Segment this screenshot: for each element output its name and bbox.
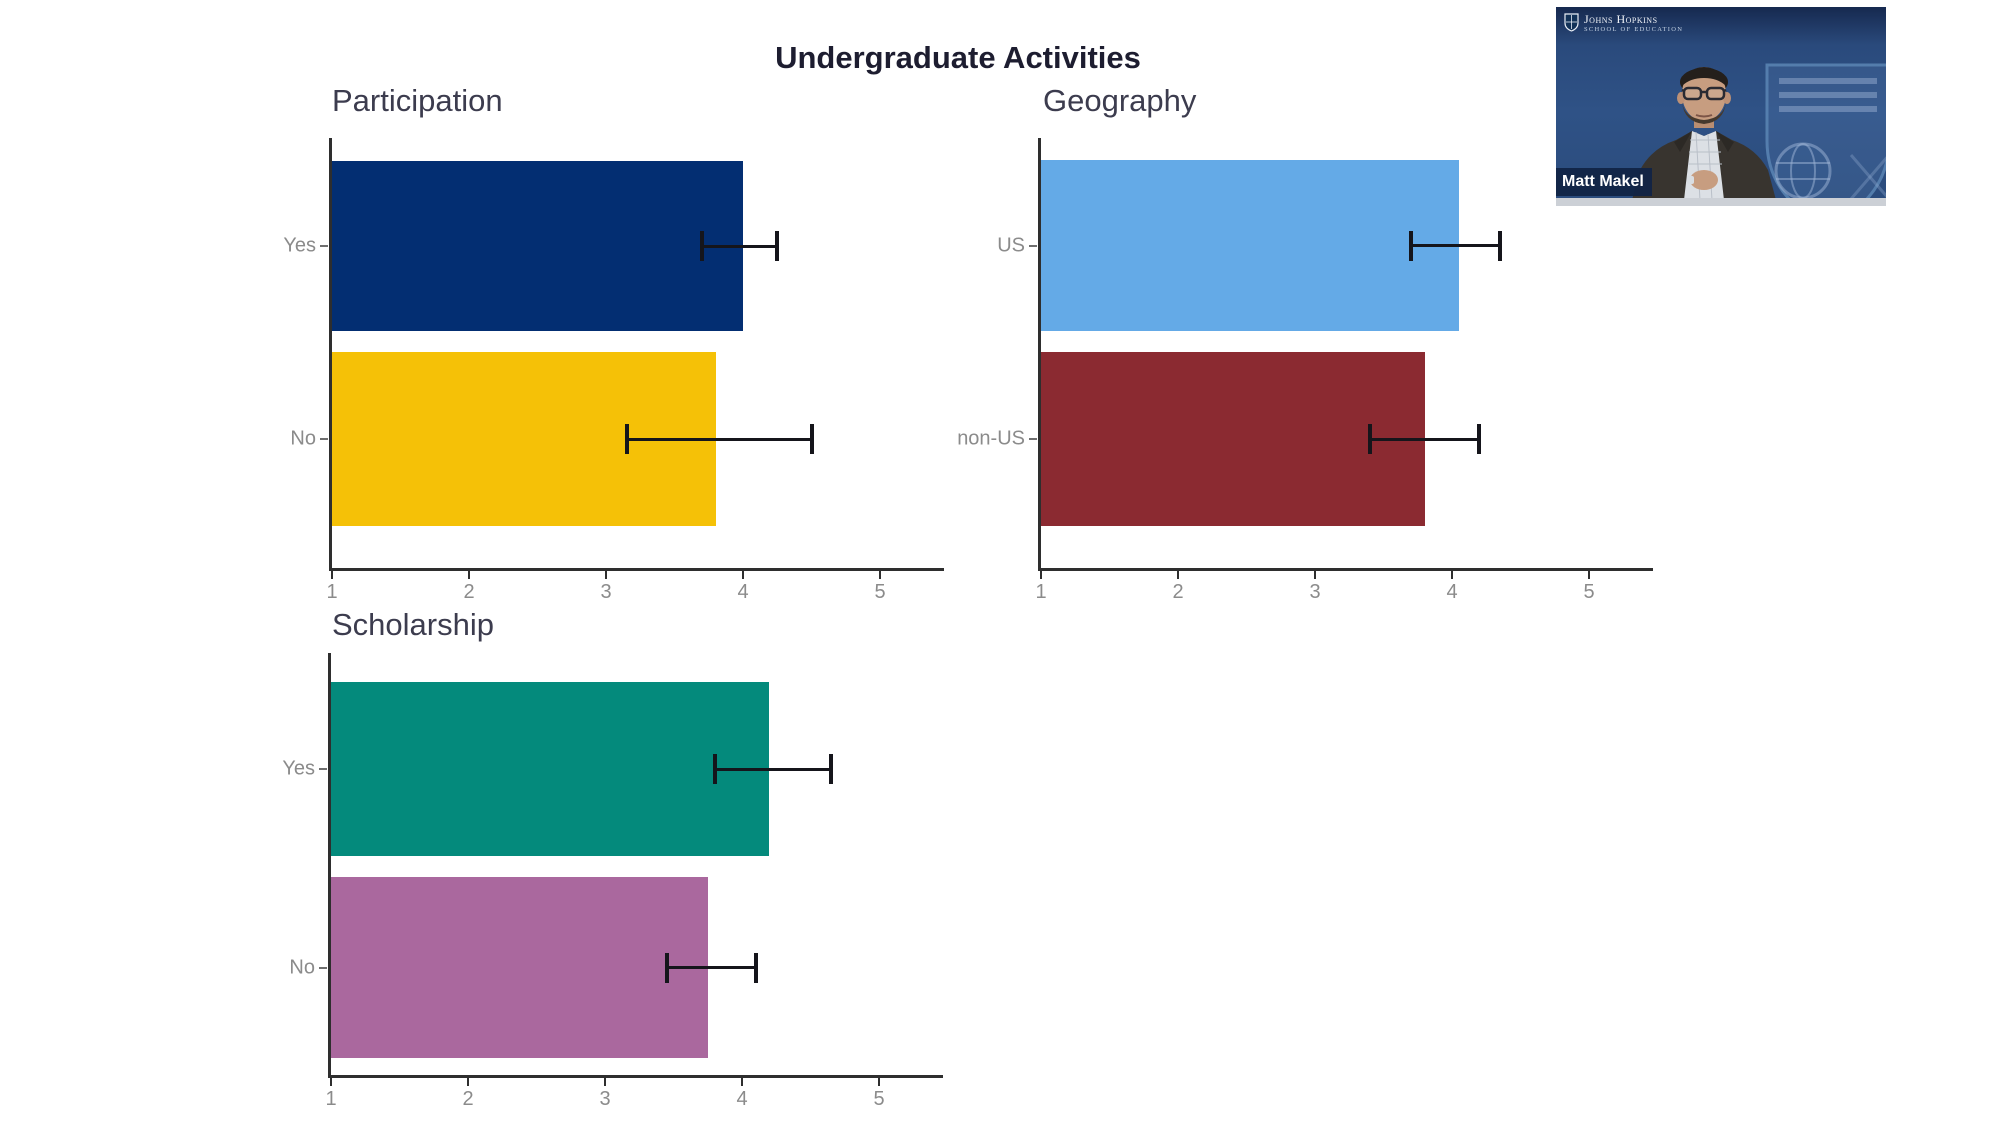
x-axis-tick xyxy=(878,1078,880,1086)
y-axis-tick xyxy=(320,438,328,440)
webcam-video-tile: Johns Hopkins School of Education Matt M… xyxy=(1556,7,1886,198)
error-bar-cap-high xyxy=(753,952,758,983)
error-bar-line xyxy=(1369,437,1480,441)
x-axis-tick xyxy=(1040,571,1042,579)
y-axis-tick xyxy=(320,245,328,247)
x-axis-tick-label: 1 xyxy=(326,581,338,603)
bar-yes xyxy=(331,682,770,856)
x-axis-tick xyxy=(605,571,607,579)
x-axis-tick xyxy=(1314,571,1316,579)
x-axis-tick xyxy=(742,571,744,579)
error-bar-cap-high xyxy=(829,754,834,784)
x-axis-tick-label: 5 xyxy=(1583,581,1595,603)
error-bar-cap-high xyxy=(809,424,814,454)
x-axis-tick-label: 3 xyxy=(1309,581,1321,603)
x-axis-tick-label: 2 xyxy=(462,1088,474,1110)
y-axis-tick xyxy=(319,966,327,969)
bar-yes xyxy=(332,161,743,331)
error-bar-cap-high xyxy=(1477,424,1482,454)
jhu-shield-icon xyxy=(1564,13,1579,32)
x-axis-tick xyxy=(1451,571,1453,579)
error-bar-line xyxy=(626,437,812,441)
x-axis-tick-label: 4 xyxy=(1446,581,1458,603)
x-axis-tick-label: 3 xyxy=(599,1088,611,1110)
category-label: No xyxy=(290,427,316,450)
slide-title: Undergraduate Activities xyxy=(775,40,1141,75)
x-axis-tick-label: 1 xyxy=(325,1088,337,1110)
chart-title-participation: Participation xyxy=(332,83,503,118)
error-bar-cap-low xyxy=(664,952,669,983)
x-axis-line xyxy=(329,568,945,571)
x-axis-line xyxy=(328,1075,944,1078)
x-axis-tick-label: 1 xyxy=(1035,581,1047,603)
error-bar-cap-high xyxy=(775,231,780,261)
category-label: Yes xyxy=(283,234,316,257)
chart-title-scholarship: Scholarship xyxy=(332,607,494,642)
x-axis-tick-label: 2 xyxy=(1172,581,1184,603)
error-bar-line xyxy=(701,244,778,248)
x-axis-tick-label: 5 xyxy=(874,581,886,603)
error-bar-line xyxy=(714,767,832,771)
bar-no xyxy=(331,877,708,1058)
x-axis-tick xyxy=(604,1078,606,1086)
x-axis-tick-label: 3 xyxy=(600,581,612,603)
x-axis-tick-label: 5 xyxy=(873,1088,885,1110)
x-axis-tick xyxy=(467,1078,469,1086)
shield-watermark-icon xyxy=(1765,63,1886,198)
error-bar-cap-high xyxy=(1497,230,1502,261)
bar-non-us xyxy=(1041,352,1425,526)
chart-title-geography: Geography xyxy=(1043,83,1197,118)
category-label: Yes xyxy=(282,757,315,780)
speaker-avatar xyxy=(1632,67,1776,198)
error-bar-line xyxy=(666,966,756,969)
category-label: non-US xyxy=(957,427,1025,450)
x-axis-tick xyxy=(331,571,333,579)
x-axis-tick-label: 2 xyxy=(463,581,475,603)
x-axis-tick xyxy=(330,1078,332,1086)
speaker-name: Matt Makel xyxy=(1562,173,1644,190)
webcam-tile-edge xyxy=(1556,198,1886,206)
x-axis-tick xyxy=(879,571,881,579)
jhu-logo: Johns Hopkins School of Education xyxy=(1564,13,1683,34)
bar-us xyxy=(1041,160,1459,331)
error-bar-cap-low xyxy=(712,754,717,784)
y-axis-line xyxy=(329,138,332,568)
error-bar-cap-low xyxy=(624,424,629,454)
jhu-logo-line2: School of Education xyxy=(1584,26,1684,33)
x-axis-tick xyxy=(1588,571,1590,579)
y-axis-tick xyxy=(1029,244,1037,247)
y-axis-tick xyxy=(1029,438,1037,440)
category-label: US xyxy=(997,234,1025,256)
error-bar-cap-low xyxy=(699,231,704,261)
x-axis-tick xyxy=(468,571,470,579)
x-axis-tick xyxy=(1177,571,1179,579)
speaker-name-tag: Matt Makel xyxy=(1556,168,1652,196)
y-axis-tick xyxy=(319,768,327,770)
error-bar-cap-low xyxy=(1408,230,1413,261)
error-bar-cap-low xyxy=(1367,424,1372,454)
x-axis-tick-label: 4 xyxy=(736,1088,748,1110)
error-bar-line xyxy=(1410,244,1500,247)
x-axis-tick xyxy=(741,1078,743,1086)
category-label: No xyxy=(289,956,315,978)
jhu-logo-line1: Johns Hopkins xyxy=(1584,12,1658,26)
y-axis-line xyxy=(1038,138,1041,568)
x-axis-tick-label: 4 xyxy=(737,581,749,603)
x-axis-line xyxy=(1038,568,1654,571)
y-axis-line xyxy=(328,653,331,1075)
